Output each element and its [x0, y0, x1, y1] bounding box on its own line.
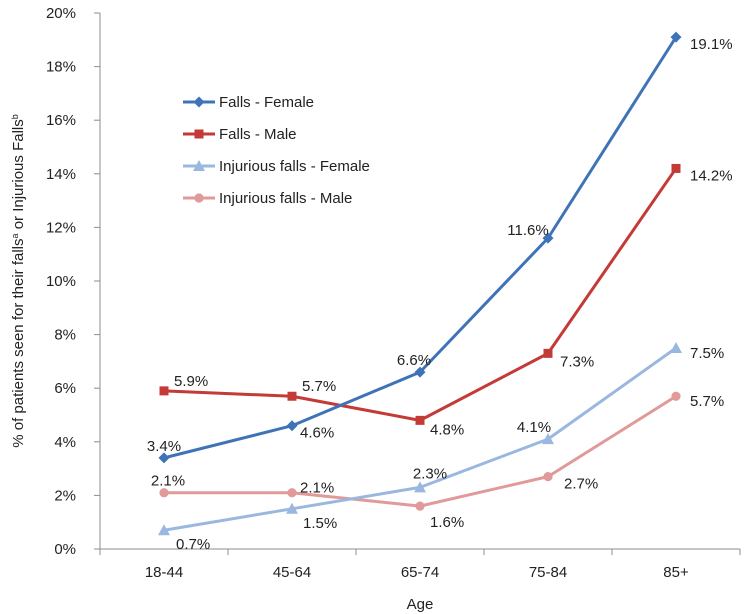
y-tick-label: 6% [54, 380, 76, 397]
legend-label-falls-female: Falls - Female [219, 94, 314, 111]
y-tick-label: 2% [54, 487, 76, 504]
data-point-injurious-falls-male [543, 472, 553, 482]
series-markers [158, 31, 682, 536]
data-label-injurious-falls-female: 7.5% [690, 345, 724, 362]
data-label-injurious-falls-female: 1.5% [303, 515, 337, 532]
data-label-injurious-falls-male: 1.6% [430, 514, 464, 531]
y-axis-title: % of patients seen for their fallsa or I… [10, 114, 27, 448]
x-tick-label: 75-84 [529, 564, 567, 581]
data-point-injurious-falls-female [286, 502, 298, 514]
data-label-falls-female: 19.1% [690, 36, 733, 53]
data-label-injurious-falls-male: 2.1% [300, 480, 334, 497]
data-label-falls-female: 6.6% [397, 352, 431, 369]
y-tick-label: 0% [54, 541, 76, 558]
y-tick-label: 8% [54, 327, 76, 344]
data-label-injurious-falls-female: 2.3% [413, 465, 447, 482]
data-point-injurious-falls-male [671, 391, 681, 401]
data-label-falls-male: 4.8% [430, 421, 464, 438]
legend-label-injurious-falls-female: Injurious falls - Female [219, 158, 370, 175]
x-tick-label: 18-44 [145, 564, 183, 581]
data-label-injurious-falls-male: 2.1% [151, 473, 185, 490]
data-label-injurious-falls-male: 5.7% [690, 393, 724, 410]
legend-label-injurious-falls-male: Injurious falls - Male [219, 190, 352, 207]
data-point-falls-female [670, 31, 682, 43]
data-label-falls-male: 7.3% [560, 353, 594, 370]
y-tick-label: 4% [54, 434, 76, 451]
data-point-falls-male [159, 386, 169, 396]
y-tick-label: 14% [46, 166, 76, 183]
legend-label-falls-male: Falls - Male [219, 126, 297, 143]
legend-marker-injurious-falls-female [193, 160, 205, 171]
y-tick-label: 16% [46, 112, 76, 129]
legend-marker-injurious-falls-male [194, 193, 204, 203]
data-label-falls-female: 3.4% [147, 438, 181, 455]
y-axis-title-main: % of patients seen for their falls [10, 238, 27, 447]
data-point-falls-female [286, 420, 298, 432]
y-axis-title-sup-a: a [10, 233, 20, 238]
data-point-injurious-falls-female [670, 342, 682, 353]
y-tick-label: 18% [46, 59, 76, 76]
data-point-falls-female [542, 232, 554, 244]
data-label-falls-male: 5.9% [174, 373, 208, 390]
data-label-injurious-falls-female: 0.7% [176, 536, 210, 553]
legend-marker-falls-male [194, 129, 204, 139]
series-lines [163, 36, 678, 532]
data-point-falls-male [287, 391, 297, 401]
data-point-falls-male [543, 348, 553, 358]
data-point-falls-female [158, 452, 170, 464]
y-tick-label: 12% [46, 219, 76, 236]
data-point-injurious-falls-male [415, 501, 425, 511]
y-tick-label: 20% [46, 5, 76, 22]
data-label-falls-male: 14.2% [690, 167, 733, 184]
data-label-injurious-falls-female: 4.1% [517, 419, 551, 436]
y-axis-title-mid: or Injurious Falls [10, 119, 27, 233]
data-point-falls-male [415, 415, 425, 425]
data-label-injurious-falls-male: 2.7% [564, 476, 598, 493]
data-point-injurious-falls-male [287, 488, 297, 498]
y-tick-label: 10% [46, 273, 76, 290]
data-point-falls-female [414, 366, 426, 378]
data-label-falls-female: 4.6% [300, 425, 334, 442]
x-tick-label: 65-74 [401, 564, 439, 581]
data-labels: 3.4% 4.6% 6.6% 11.6% 19.1% 5.9% 5.7% 4.8% 7.3% 14… [147, 36, 733, 553]
x-axis-title: Age [407, 596, 434, 613]
data-point-falls-male [671, 163, 681, 173]
data-label-falls-female: 11.6% [507, 222, 548, 239]
chart-axes: 0% 2% 4% 6% 8% 10% 12% 14% 16% 18% 20% 18-44 45-64 65… [46, 5, 741, 581]
data-point-injurious-falls-female [158, 524, 170, 536]
x-tick-label: 85+ [663, 564, 689, 581]
data-point-injurious-falls-female [414, 481, 426, 493]
chart-legend: Falls - Female Falls - Male Injurious fall… [183, 94, 370, 207]
x-tick-label: 45-64 [273, 564, 311, 581]
data-label-falls-male: 5.7% [302, 378, 336, 395]
data-point-injurious-falls-female [542, 433, 554, 445]
legend-marker-falls-female [193, 96, 205, 108]
y-axis-title-sup-b: b [10, 114, 20, 119]
data-point-injurious-falls-male [159, 488, 169, 498]
